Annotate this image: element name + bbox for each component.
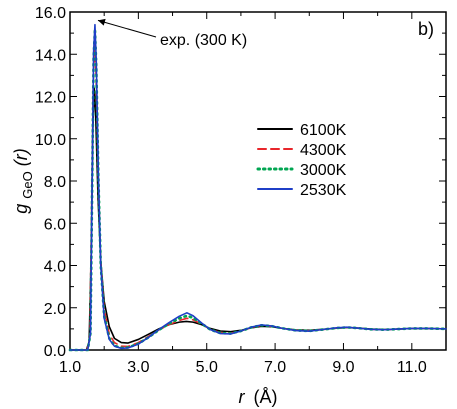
plot-frame: [69, 11, 447, 351]
y-tick-label: 10.0: [35, 132, 66, 149]
legend-label-3000K: 3000K: [300, 162, 347, 179]
legend-label-4300K: 4300K: [300, 142, 347, 159]
x-axis-label: r (Å): [238, 387, 277, 407]
x-axis-label-unit: (Å): [254, 387, 278, 407]
x-tick-label: 9.0: [332, 359, 354, 376]
y-axis-label: g GeO (r): [11, 148, 36, 214]
legend: 6100K 4300K 3000K 2530K: [256, 122, 347, 199]
y-axis-label-main: g: [11, 204, 31, 214]
y-tick-label: 0.0: [44, 343, 66, 360]
series-line-6100K: [69, 87, 447, 351]
experiment-annotation: exp. (300 K): [97, 18, 247, 49]
y-tick-label: 8.0: [44, 174, 66, 191]
y-tick-label: 2.0: [44, 301, 66, 318]
y-tick-label: 14.0: [35, 47, 66, 64]
y-axis-label-arg: (r): [11, 148, 31, 166]
axis-ticks: [69, 11, 446, 351]
x-tick-label: 5.0: [196, 359, 218, 376]
series-layer: [68, 23, 448, 352]
annotation-arrowhead: [97, 18, 106, 26]
legend-label-2530K: 2530K: [300, 182, 347, 199]
axis-tick-labels: 1.0 3.0 5.0 7.0 9.0 11.0 0.0 2.0 4.0 6.0 8.0 10.0 12…: [35, 5, 427, 376]
x-tick-label: 11.0: [397, 359, 427, 376]
y-tick-label: 4.0: [44, 259, 66, 276]
series-line-2530K: [69, 23, 447, 351]
y-axis-label-sub: GeO: [20, 171, 35, 198]
legend-label-6100K: 6100K: [300, 122, 347, 139]
x-tick-label: 1.0: [59, 359, 81, 376]
series-line-4300K: [69, 40, 447, 351]
y-tick-label: 16.0: [35, 5, 66, 22]
x-axis-label-var: r: [238, 387, 245, 407]
y-tick-label: 6.0: [44, 216, 66, 233]
y-tick-label: 12.0: [35, 90, 66, 107]
panel-label: b): [418, 19, 434, 39]
x-tick-label: 3.0: [127, 359, 149, 376]
annotation-text: exp. (300 K): [160, 32, 247, 49]
annotation-arrow-line: [97, 19, 157, 38]
x-tick-label: 7.0: [264, 359, 286, 376]
